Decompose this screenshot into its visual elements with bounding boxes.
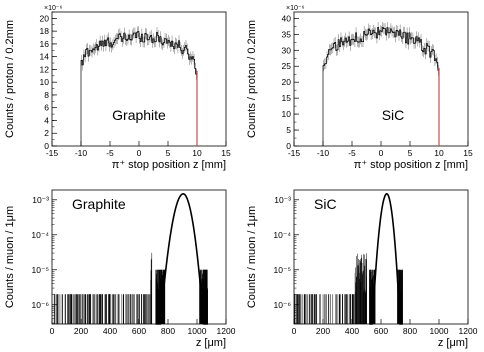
- y-tick-label: 14: [40, 52, 50, 62]
- x-tick-label: 0: [292, 326, 297, 336]
- y-tick-label: 12: [40, 64, 50, 74]
- y-tick-label: 10⁻³: [32, 195, 49, 205]
- y-tick-label: 40: [282, 13, 292, 23]
- y-axis-label: Counts / muon / 1μm: [4, 206, 16, 308]
- x-tick-label: 1200: [217, 326, 236, 336]
- y-axis-label: Counts / proton / 0.2mm: [4, 20, 16, 138]
- y-tick-label: 20: [282, 77, 292, 87]
- x-tick-label: 10: [434, 148, 444, 158]
- x-axis-label: π⁺ stop position z [mm]: [354, 159, 468, 171]
- y-tick-label: 10: [282, 109, 292, 119]
- y-tick-label: 10⁻⁵: [32, 265, 49, 275]
- y-tick-label: 0: [44, 141, 49, 151]
- graphite-stop-position-chart: -15 -10 -5 0 5 10 15 0 2 4 6 8 10 12 14 16 18 20 π⁺ stop p…: [4, 5, 231, 171]
- material-label: Graphite: [72, 196, 126, 212]
- x-tick-label: 10: [192, 148, 202, 158]
- sic-depth-distribution-chart: 0 200 400 600 800 1000 1200 10⁻⁶ 10⁻⁵ 10⁻⁴ 10⁻³ z […: [246, 189, 478, 349]
- y-tick-label: 10⁻⁶: [32, 300, 49, 310]
- x-tick-label: 800: [403, 326, 417, 336]
- x-tick-label: -5: [106, 148, 114, 158]
- x-tick-label: 0: [137, 148, 142, 158]
- x-axis-label: π⁺ stop position z [mm]: [112, 159, 226, 171]
- material-label: SiC: [382, 107, 405, 123]
- graphite-depth-distribution-chart: 0 200 400 600 800 1000 1200 10⁻⁶ 10⁻⁵ 10⁻⁴ 10⁻³ z […: [4, 189, 236, 349]
- y-tick-label: 10⁻⁴: [273, 230, 291, 240]
- y-tick-label: 35: [282, 29, 292, 39]
- x-tick-label: -10: [75, 148, 88, 158]
- y-axis-multiplier: ×10⁻⁶: [286, 5, 305, 12]
- material-label: SiC: [314, 196, 337, 212]
- x-tick-label: 200: [316, 326, 330, 336]
- x-tick-label: 0: [50, 326, 55, 336]
- x-tick-label: 1000: [430, 326, 449, 336]
- y-tick-label: 5: [286, 125, 291, 135]
- x-tick-label: 15: [221, 148, 231, 158]
- y-axis-label: Counts / muon / 1μm: [246, 206, 258, 308]
- x-axis-label: z [μm]: [196, 337, 226, 349]
- x-tick-label: 400: [345, 326, 359, 336]
- x-tick-label: 600: [132, 326, 146, 336]
- y-tick-label: 0: [286, 141, 291, 151]
- x-tick-label: 5: [408, 148, 413, 158]
- y-tick-label: 4: [44, 115, 49, 125]
- x-tick-label: 200: [74, 326, 88, 336]
- x-axis-label: z [μm]: [438, 337, 468, 349]
- x-tick-label: 5: [166, 148, 171, 158]
- sic-stop-position-chart: -15 -10 -5 0 5 10 15 0 5 10 15 20 25 30 35 40 π⁺ stop po…: [246, 5, 473, 171]
- x-tick-label: -5: [348, 148, 356, 158]
- x-tick-label: -10: [317, 148, 330, 158]
- y-tick-label: 30: [282, 45, 292, 55]
- y-axis-multiplier: ×10⁻⁶: [44, 5, 63, 12]
- y-tick-label: 16: [40, 39, 50, 49]
- y-tick-label: 10: [40, 77, 50, 87]
- x-tick-label: -15: [288, 148, 301, 158]
- y-tick-label: 18: [40, 26, 50, 36]
- y-tick-label: 15: [282, 93, 292, 103]
- x-tick-label: 0: [379, 148, 384, 158]
- y-tick-label: 2: [44, 128, 49, 138]
- y-tick-label: 8: [44, 90, 49, 100]
- y-tick-label: 10⁻³: [274, 195, 291, 205]
- graphite-depth-distribution-panel: 0 200 400 600 800 1000 1200 10⁻⁶ 10⁻⁵ 10⁻⁴ 10⁻³ z […: [0, 176, 242, 352]
- y-tick-label: 25: [282, 61, 292, 71]
- x-tick-label: -15: [46, 148, 59, 158]
- y-tick-label: 10⁻⁵: [274, 265, 291, 275]
- plot-frame: [293, 11, 469, 147]
- y-tick-label: 6: [44, 103, 49, 113]
- x-tick-label: 1000: [188, 326, 207, 336]
- graphite-stop-position-panel: -15 -10 -5 0 5 10 15 0 2 4 6 8 10 12 14 16 18 20 π⁺ stop p…: [0, 0, 242, 176]
- stop-position-histogram: [322, 27, 440, 146]
- sic-depth-distribution-panel: 0 200 400 600 800 1000 1200 10⁻⁶ 10⁻⁵ 10⁻⁴ 10⁻³ z […: [242, 176, 484, 352]
- y-axis-label: Counts / proton / 0.2mm: [246, 20, 258, 138]
- x-tick-label: 400: [103, 326, 117, 336]
- y-tick-label: 20: [40, 13, 50, 23]
- stop-position-histogram: [80, 31, 198, 146]
- material-label: Graphite: [112, 107, 166, 123]
- x-tick-label: 1200: [459, 326, 478, 336]
- x-tick-label: 15: [463, 148, 473, 158]
- x-tick-label: 800: [161, 326, 175, 336]
- y-tick-label: 10⁻⁴: [31, 230, 49, 240]
- x-tick-label: 600: [374, 326, 388, 336]
- y-tick-label: 10⁻⁶: [274, 300, 291, 310]
- sic-stop-position-panel: -15 -10 -5 0 5 10 15 0 5 10 15 20 25 30 35 40 π⁺ stop po…: [242, 0, 484, 176]
